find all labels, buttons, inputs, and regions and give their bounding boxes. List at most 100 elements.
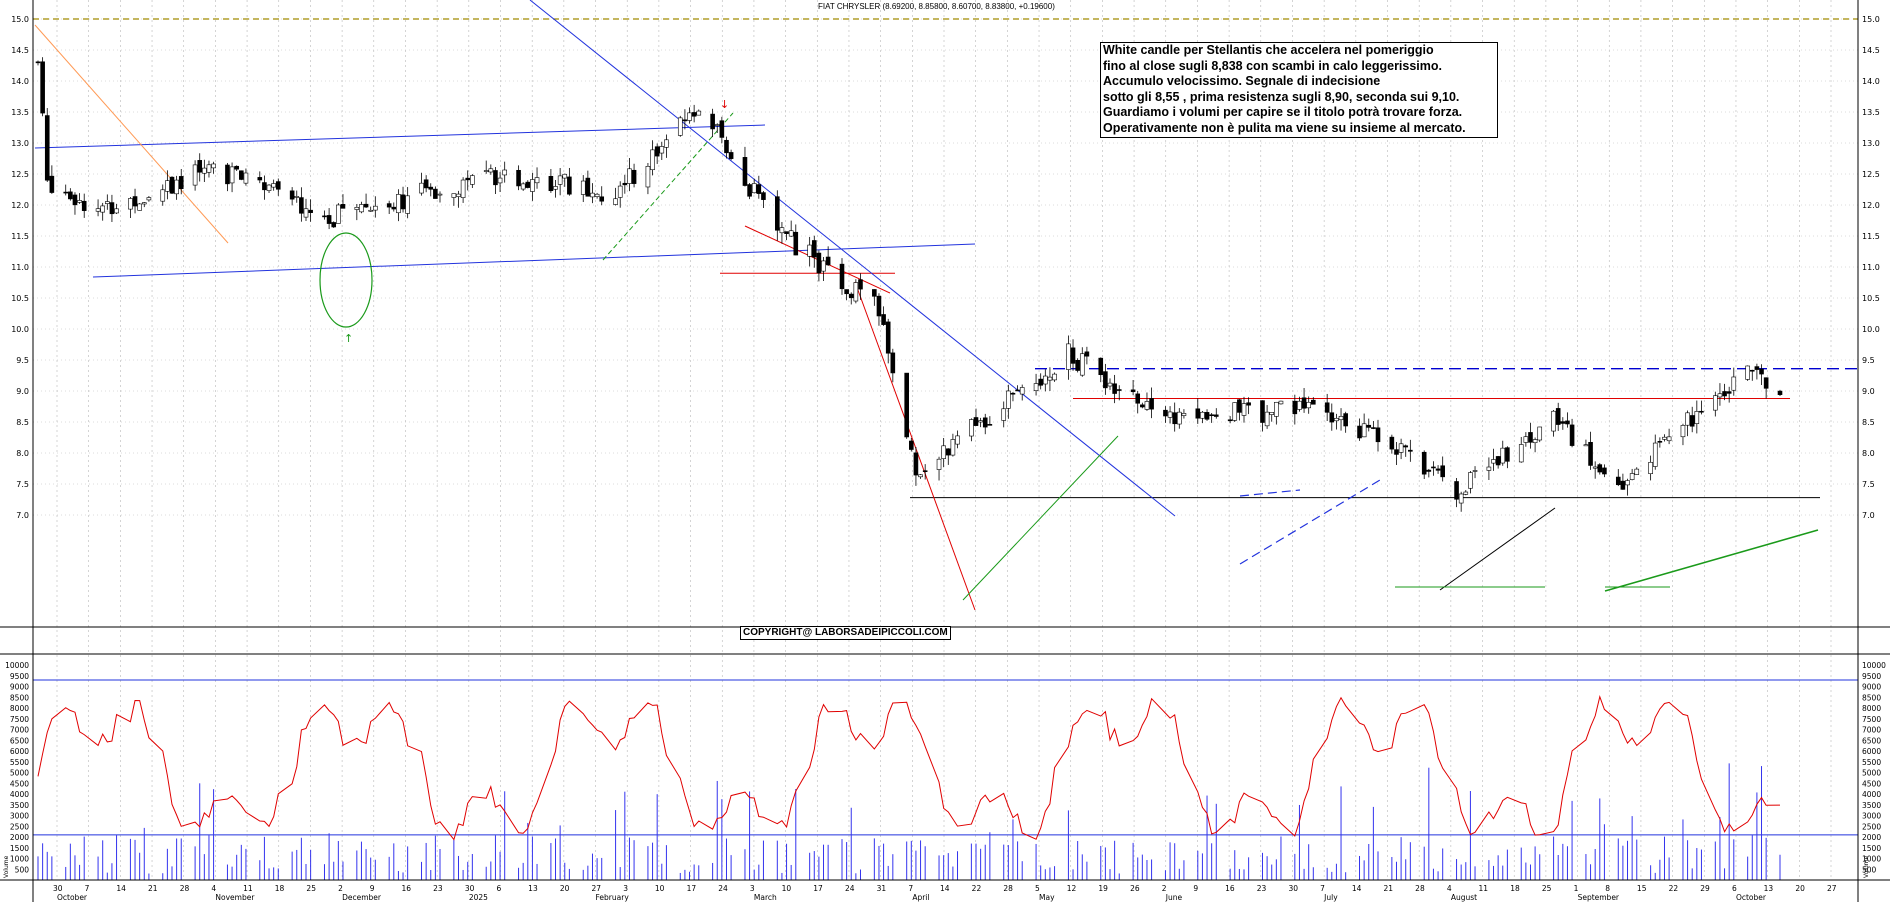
x-day-label: 13 xyxy=(528,884,538,893)
price-tick-label: 13.5 xyxy=(11,108,29,117)
volume-tick-label: 5000 xyxy=(1862,769,1881,778)
x-day-label: 28 xyxy=(1415,884,1425,893)
candle-body xyxy=(534,177,540,184)
candle-body xyxy=(1010,392,1016,395)
candle-body xyxy=(1463,491,1469,495)
candle-body xyxy=(1269,412,1275,415)
candle-body xyxy=(1366,424,1372,428)
candle-body xyxy=(969,419,974,437)
candle-body xyxy=(1629,473,1635,480)
x-day-label: 21 xyxy=(1384,884,1394,893)
orange-trend xyxy=(34,24,229,244)
x-day-label: 27 xyxy=(1827,884,1837,893)
price-tick-label: 7.5 xyxy=(16,480,29,489)
black-up-august xyxy=(1439,507,1556,591)
volume-tick-label: 4500 xyxy=(10,779,29,788)
candle-body xyxy=(451,193,457,198)
candle-body xyxy=(922,470,928,472)
price-tick-label: 12.5 xyxy=(1862,170,1880,179)
candle-body xyxy=(654,146,660,157)
volume-tick-label: 7000 xyxy=(1862,726,1881,735)
candle-body xyxy=(1472,470,1478,472)
candle-body xyxy=(132,196,138,207)
candle-body xyxy=(294,196,300,198)
candle-body xyxy=(1301,397,1307,409)
candle-body xyxy=(202,167,207,174)
candle-body xyxy=(303,208,309,218)
price-tick-label: 13.5 xyxy=(1862,108,1880,117)
candle-body xyxy=(109,202,115,215)
candle-body xyxy=(1107,382,1113,387)
volume-tick-label: 9500 xyxy=(10,672,29,681)
candle-body xyxy=(1583,444,1589,447)
candle-body xyxy=(95,208,101,212)
volume-tick-label: 5500 xyxy=(10,758,29,767)
x-day-label: 31 xyxy=(877,884,887,893)
volume-tick-label: 10000 xyxy=(1862,661,1886,670)
x-day-label: 4 xyxy=(211,884,216,893)
price-tick-label: 14.0 xyxy=(1862,77,1880,86)
volume-axis-right: 5001000150020002500300035004000450050005… xyxy=(1862,661,1886,874)
x-day-label: 6 xyxy=(1732,884,1737,893)
candle-body xyxy=(359,204,364,213)
green-arrow-up: ↑ xyxy=(344,332,353,345)
candle-body xyxy=(266,184,272,191)
x-day-label: 17 xyxy=(813,884,823,893)
candle-body xyxy=(423,179,429,189)
candle-body xyxy=(1213,414,1219,417)
candle-body xyxy=(1246,402,1251,406)
x-day-label: 5 xyxy=(1035,884,1040,893)
candle-body xyxy=(128,198,133,210)
price-tick-label: 10.5 xyxy=(1862,294,1880,303)
candle-body xyxy=(885,321,891,354)
candle-body xyxy=(1454,481,1459,500)
volume-tick-label: 6500 xyxy=(10,736,29,745)
x-axis-labels: 30 7 14 21 28 4 11 18 25 2 9 16 23 30 6 13 20 27 3 10 17 24 3 1… xyxy=(53,884,1837,902)
x-day-label: 4 xyxy=(1447,884,1452,893)
candle-body xyxy=(363,203,369,208)
candle-body xyxy=(437,193,443,196)
volume-tick-label: 6000 xyxy=(10,747,29,756)
candle-body xyxy=(816,252,822,274)
candle-body xyxy=(890,352,896,374)
price-tick-label: 9.5 xyxy=(1862,356,1875,365)
candle-body xyxy=(751,183,757,194)
candle-body xyxy=(650,149,655,171)
volume-tick-label: 1000 xyxy=(1862,855,1881,864)
candle-body xyxy=(1375,427,1381,443)
x-day-label: 3 xyxy=(623,884,628,893)
candle-body xyxy=(516,169,521,187)
x-day-label: 2 xyxy=(338,884,343,893)
volume-tick-label: 9500 xyxy=(1862,672,1881,681)
volume-tick-label: 7000 xyxy=(10,726,29,735)
candle-body xyxy=(548,175,554,192)
candle-body xyxy=(1680,425,1686,438)
candle-body xyxy=(530,179,535,192)
candle-body xyxy=(1505,447,1510,462)
candle-body xyxy=(1324,402,1330,413)
candle-body xyxy=(243,172,249,184)
candle-body xyxy=(211,163,216,169)
price-tick-label: 13.0 xyxy=(1862,139,1880,148)
candle-body xyxy=(239,170,244,180)
candle-body xyxy=(1537,426,1543,441)
volume-tick-label: 6500 xyxy=(1862,736,1881,745)
candle-body xyxy=(165,180,170,192)
candle-body xyxy=(691,112,697,117)
x-month-label: August xyxy=(1451,893,1477,902)
candle-body xyxy=(1144,401,1150,410)
candle-body xyxy=(848,293,854,299)
candle-body xyxy=(1237,399,1242,413)
candle-body xyxy=(174,179,179,195)
candle-body xyxy=(1763,377,1769,389)
volume-tick-label: 5500 xyxy=(1862,758,1881,767)
candle-body xyxy=(322,215,327,218)
x-day-label: 23 xyxy=(433,884,443,893)
price-tick-label: 14.5 xyxy=(1862,46,1880,55)
candle-body xyxy=(105,201,110,204)
candle-body xyxy=(853,282,859,302)
candle-body xyxy=(72,194,78,206)
x-day-label: 6 xyxy=(497,884,502,893)
volume-average-line xyxy=(37,694,1781,841)
